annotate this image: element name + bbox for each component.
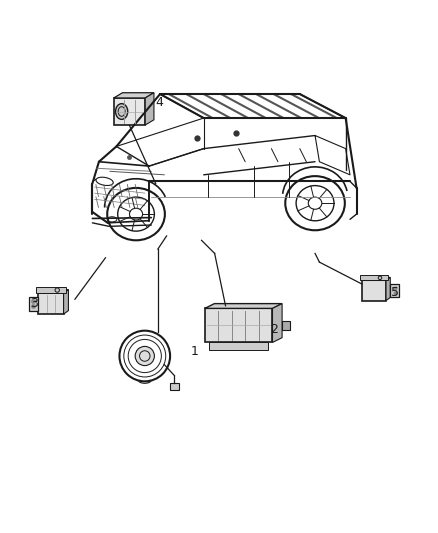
Bar — [114, 98, 145, 125]
Polygon shape — [38, 289, 68, 293]
Polygon shape — [362, 277, 390, 280]
Text: 3: 3 — [30, 297, 38, 310]
Bar — [28, 297, 38, 311]
Text: 4: 4 — [155, 96, 163, 109]
Polygon shape — [272, 304, 282, 343]
Bar — [170, 383, 179, 390]
Text: 2: 2 — [271, 324, 279, 336]
Polygon shape — [205, 304, 282, 309]
Polygon shape — [145, 93, 154, 125]
Ellipse shape — [116, 103, 128, 119]
Bar — [282, 321, 290, 330]
Polygon shape — [386, 277, 390, 301]
Bar — [360, 275, 388, 280]
Bar — [362, 280, 386, 301]
Bar — [209, 343, 268, 350]
Bar — [205, 309, 272, 343]
Polygon shape — [64, 289, 68, 314]
Bar — [390, 285, 399, 297]
Bar — [38, 293, 64, 314]
Circle shape — [135, 346, 154, 366]
Polygon shape — [114, 93, 154, 98]
Text: 5: 5 — [392, 286, 399, 299]
Text: 1: 1 — [191, 345, 198, 358]
Bar — [36, 287, 66, 293]
